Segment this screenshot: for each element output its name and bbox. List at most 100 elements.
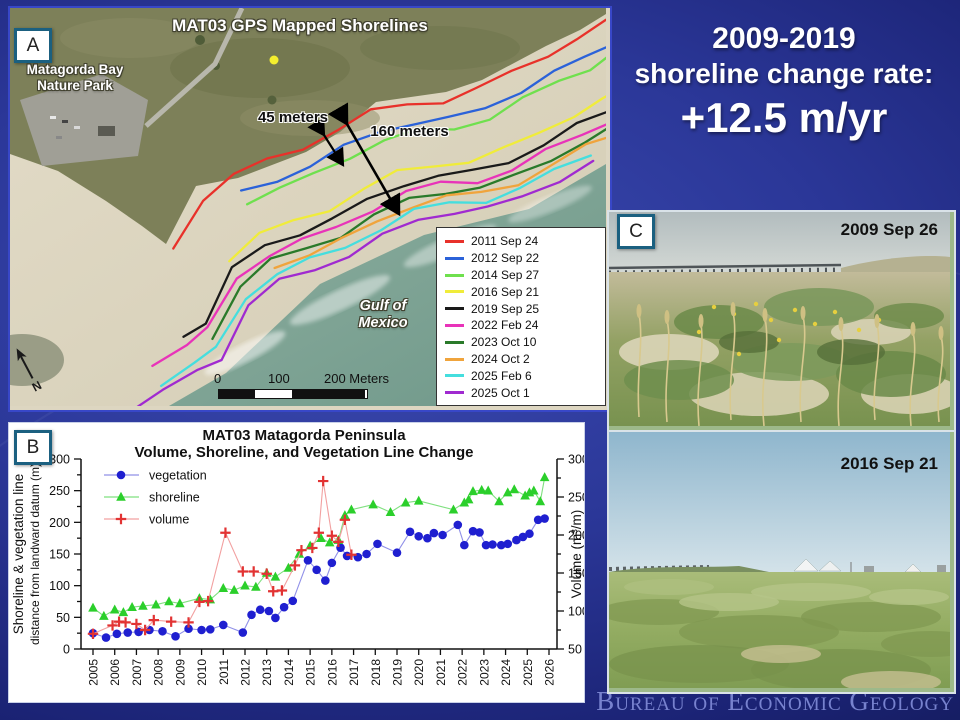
marker-circle: [327, 558, 337, 568]
shrub: [267, 95, 277, 105]
marker-circle: [184, 624, 193, 634]
grass-texture: [60, 18, 200, 58]
scalebar-segment: [219, 390, 255, 398]
marker-circle: [533, 515, 543, 525]
marker-triangle: [324, 537, 335, 547]
marker-circle: [540, 514, 549, 523]
right-tick-label: 50: [568, 643, 582, 657]
marker-circle: [123, 628, 133, 637]
marker-plus: [202, 595, 214, 607]
dune-grass-stalks: [637, 311, 944, 426]
x-tick-label: 2018: [369, 659, 383, 686]
x-tick-label: 2007: [130, 659, 144, 686]
shoreline-trace-2024-oct-2: [273, 136, 606, 270]
marker-triangle: [164, 596, 174, 606]
surf-foam: [508, 185, 592, 223]
marker-triangle: [127, 602, 137, 611]
car: [56, 136, 62, 139]
scale-tick-100: 100: [268, 371, 290, 386]
x-tick-label: 2015: [304, 659, 318, 686]
photo-2016-image: [609, 432, 950, 688]
corner-scrub: [10, 334, 64, 386]
marker-circle: [496, 540, 506, 550]
right-tick-label: 100: [568, 605, 584, 619]
x-tick-label: 2019: [391, 659, 405, 686]
marker-circle: [342, 551, 352, 561]
marker-circle: [255, 605, 265, 615]
legend-label: 2022 Feb 24: [471, 318, 539, 333]
marker-plus: [339, 514, 351, 525]
legend-color-swatch: [445, 239, 464, 243]
surf-foam: [289, 275, 391, 325]
marker-triangle: [251, 581, 261, 591]
marker-triangle: [539, 472, 550, 482]
marker-triangle: [175, 598, 185, 608]
legend-label: 2019 Sep 25: [471, 301, 540, 316]
marker-plus: [115, 513, 127, 525]
map-legend-row: 2011 Sep 24: [445, 233, 599, 250]
left-axis-subtitle: distance from landward datum (m): [28, 463, 42, 645]
marker-circle: [312, 565, 321, 575]
marker-plus: [148, 614, 159, 626]
legend-color-swatch: [445, 340, 464, 344]
marker-circle: [453, 520, 463, 530]
marker-circle: [101, 633, 111, 642]
marker-circle: [197, 625, 206, 635]
map-legend-row: 2025 Oct 1: [445, 384, 599, 401]
x-tick-label: 2014: [282, 659, 296, 686]
x-tick-label: 2008: [152, 659, 166, 686]
photo-2016: 2016 Sep 21: [607, 430, 956, 694]
marker-triangle: [535, 496, 546, 506]
grass-texture: [170, 38, 350, 98]
park-road: [144, 8, 245, 128]
x-tick-label: 2012: [239, 659, 253, 686]
map-title: MAT03 GPS Mapped Shorelines: [172, 16, 428, 35]
marker-triangle: [138, 600, 148, 610]
annotation-160-meters: 160 meters: [370, 123, 449, 140]
legend-label: 2011 Sep 24: [471, 234, 539, 249]
chart-legend-label: shoreline: [149, 491, 200, 505]
marker-triangle: [240, 580, 250, 590]
marker-circle: [279, 602, 289, 612]
gulf-of-mexico-label: Gulf of Mexico: [328, 298, 438, 331]
marker-plus: [313, 527, 325, 538]
marker-circle: [460, 540, 469, 550]
left-tick-label: 200: [49, 516, 70, 530]
legend-label: 2025 Oct 1: [471, 385, 530, 400]
car: [62, 120, 68, 123]
grass-texture: [360, 26, 520, 70]
marker-plus: [248, 566, 259, 577]
marker-circle: [158, 626, 167, 636]
marker-circle: [429, 528, 439, 538]
scalebar-segment: [292, 390, 365, 398]
marker-circle: [503, 539, 513, 549]
marker-circle: [414, 531, 424, 541]
shoreline-trace-2011-sep-24: [172, 18, 606, 250]
marker-plus: [220, 527, 231, 538]
right-tick-label: 300: [568, 453, 584, 467]
marker-circle: [525, 529, 534, 539]
marker-circle: [205, 625, 215, 634]
marker-triangle: [463, 494, 474, 504]
map-panel-a: N MAT03 GPS Mapped Shorelines Matagorda …: [8, 6, 612, 412]
panel-c-letterbox: C: [617, 214, 655, 249]
shoreline-trace-2025-oct-1: [136, 159, 595, 406]
marker-plus: [120, 617, 131, 628]
marker-triangle: [270, 571, 281, 581]
marker-circle: [116, 470, 126, 480]
x-tick-label: 2009: [173, 659, 187, 686]
headline-rate: +12.5 m/yr: [680, 94, 888, 141]
park-label: Matagorda Bay Nature Park: [26, 62, 124, 93]
marker-plus: [333, 536, 344, 548]
marker-triangle: [385, 507, 396, 516]
map-legend: 2011 Sep 24 2012 Sep 22 2014 Sep 27 2016 Se…: [436, 227, 606, 406]
marker-triangle: [494, 496, 504, 506]
x-tick-label: 2022: [456, 659, 470, 686]
photo-2009: 2009 Sep 26: [607, 210, 956, 432]
shoreline-trace-2019-sep-25: [182, 111, 606, 338]
left-tick-label: 0: [63, 643, 70, 657]
marker-triangle: [283, 562, 294, 572]
x-tick-label: 2026: [543, 659, 557, 686]
x-tick-label: 2024: [499, 659, 513, 686]
right-tick-label: 200: [568, 529, 584, 543]
